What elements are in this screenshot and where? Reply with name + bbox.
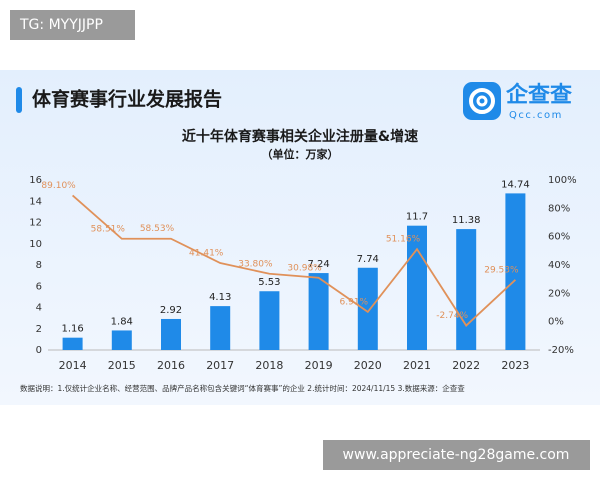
chart-title: 近十年体育赛事相关企业注册量&增速 <box>182 128 418 145</box>
bar <box>456 229 477 350</box>
line-value-label: 41.41% <box>189 249 224 259</box>
logo-icon <box>463 82 501 120</box>
line-value-label: 51.16% <box>386 235 421 245</box>
y2-tick-label: 80% <box>548 203 570 214</box>
y-tick-label: 4 <box>36 303 42 314</box>
bar-value-label: 5.53 <box>258 277 280 288</box>
y-tick-label: 0 <box>36 345 42 356</box>
x-tick-label: 2023 <box>501 359 529 372</box>
growth-line <box>72 194 517 327</box>
x-tick-label: 2022 <box>452 359 480 372</box>
line-value-label: 30.98% <box>287 263 322 273</box>
y-tick-label: 12 <box>29 218 42 229</box>
bar-value-label: 2.92 <box>160 305 182 316</box>
tag: TG: MYYJJPP <box>19 17 103 33</box>
y2-tick-label: 60% <box>548 232 570 243</box>
panel <box>0 70 600 405</box>
bar <box>161 318 181 350</box>
bar <box>210 306 231 350</box>
x-tick-label: 2017 <box>206 359 234 372</box>
y2-tick-label: 20% <box>548 288 570 299</box>
bar-value-label: 1.16 <box>61 324 83 335</box>
line-value-label: 33.80% <box>238 259 273 269</box>
x-tick-label: 2016 <box>157 359 185 372</box>
y-tick-label: 2 <box>36 324 42 335</box>
line-value-label: 6.91% <box>340 297 369 307</box>
bar <box>62 337 83 350</box>
logo-q-inner <box>476 95 488 107</box>
bar <box>505 193 526 350</box>
line-value-label: 89.10% <box>41 181 76 191</box>
logo-sub: Qcc.com <box>509 110 563 121</box>
logo-q <box>469 88 495 114</box>
line-value-label: 58.53% <box>140 224 175 234</box>
bar-value-label: 1.84 <box>111 316 133 327</box>
line-value-label: 58.51% <box>91 224 126 234</box>
footnote: 数据说明：1.仅统计企业名称、经营范围、品牌产品名称包含关键词“体育赛事”的企业… <box>20 383 465 393</box>
x-tick-label: 2019 <box>305 359 333 372</box>
x-tick-label: 2020 <box>354 359 382 372</box>
chart-subtitle: （单位：万家） <box>262 147 339 161</box>
x-tick-label: 2021 <box>403 359 431 372</box>
bar-value-label: 11.38 <box>452 215 481 226</box>
bar <box>308 273 329 350</box>
y-tick-label: 14 <box>29 196 42 207</box>
watermark-box <box>323 440 590 470</box>
x-tick-label: 2015 <box>108 359 136 372</box>
tag-box <box>10 10 135 40</box>
bar-value-label: 7.24 <box>307 259 329 270</box>
line-value-label: 29.53% <box>484 265 519 275</box>
y2-tick-label: -20% <box>548 345 574 356</box>
y2-tick-label: 40% <box>548 260 570 271</box>
bar <box>259 291 280 350</box>
header-accent <box>16 87 22 113</box>
line-value-label: -2.74% <box>436 311 468 321</box>
bar-value-label: 4.13 <box>209 292 231 303</box>
y2-tick-label: 0% <box>548 317 564 328</box>
watermark: www.appreciate-ng28game.com <box>343 447 570 463</box>
y-tick-label: 8 <box>36 260 42 271</box>
bar <box>111 330 132 350</box>
bar <box>357 267 378 350</box>
x-tick-label: 2018 <box>255 359 283 372</box>
bar-value-label: 14.74 <box>501 179 530 190</box>
bar-value-label: 11.7 <box>406 212 428 223</box>
bar-value-label: 7.74 <box>357 254 379 265</box>
y-tick-label: 16 <box>29 175 42 186</box>
y2-tick-label: 100% <box>548 175 577 186</box>
x-tick-label: 2014 <box>59 359 87 372</box>
y-tick-label: 6 <box>36 281 42 292</box>
header-title: 体育赛事行业发展报告 <box>32 88 222 111</box>
logo-text: 企查查 <box>505 82 572 108</box>
y-tick-label: 10 <box>29 239 42 250</box>
